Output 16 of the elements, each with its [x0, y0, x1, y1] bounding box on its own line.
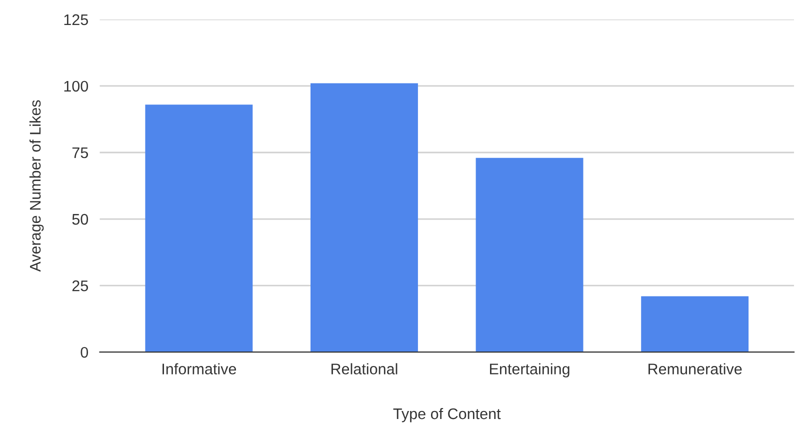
bar — [476, 158, 584, 352]
bar — [641, 296, 749, 352]
bar — [145, 104, 253, 352]
x-axis-title: Type of Content — [393, 408, 501, 422]
x-tick-label: Entertaining — [490, 363, 570, 378]
x-tick-label: Remunerative — [648, 363, 742, 374]
y-tick-label: 75 — [72, 148, 88, 158]
y-tick-label: 25 — [72, 280, 88, 292]
y-tick-label: 50 — [72, 214, 88, 225]
y-tick-label: 0 — [80, 346, 88, 358]
y-tick-label: 100 — [64, 80, 88, 92]
x-tick-label: Informative — [162, 363, 236, 374]
x-tick-label: Relational — [332, 363, 398, 374]
y-tick-label: 125 — [64, 14, 88, 26]
bar — [310, 83, 418, 352]
y-axis-title: Average Number of Likes — [29, 100, 44, 272]
